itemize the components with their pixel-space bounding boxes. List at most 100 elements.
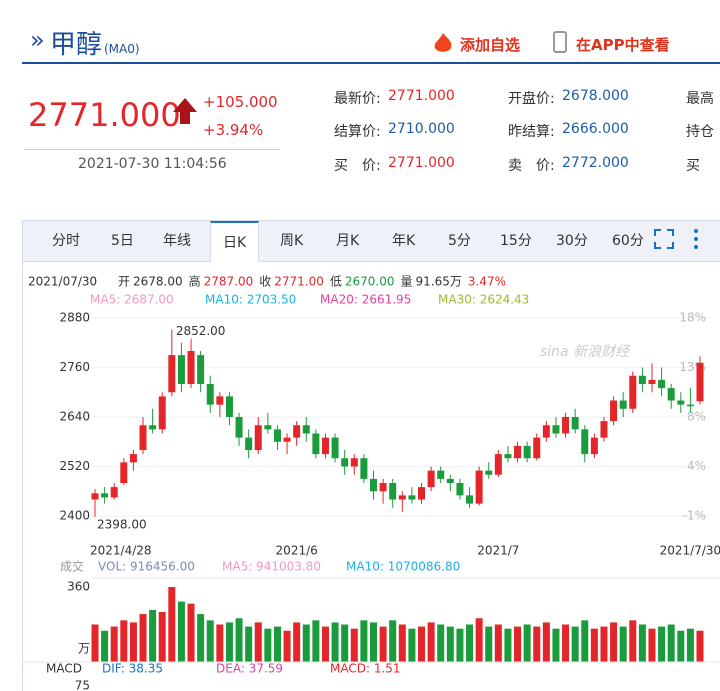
volume-bar bbox=[542, 622, 550, 662]
candle-body bbox=[552, 425, 560, 434]
fire-icon bbox=[430, 32, 456, 54]
tab[interactable]: 5分 bbox=[448, 233, 471, 249]
candle-body bbox=[437, 470, 445, 479]
more-icon[interactable] bbox=[692, 228, 700, 250]
field-value: 2666.000 bbox=[562, 121, 629, 137]
title-arrow: » bbox=[30, 26, 45, 54]
pct-label: 4% bbox=[687, 459, 706, 473]
candle-body bbox=[456, 483, 464, 496]
x-tick-label: 2021/4/28 bbox=[90, 544, 152, 558]
volume-bar bbox=[648, 628, 656, 662]
candle-body bbox=[408, 495, 416, 500]
kline-chart: 2021/07/30 开 2678.00 高 2787.00 收 2771.00 低 2670.… bbox=[22, 274, 720, 691]
volume-bar bbox=[552, 628, 560, 662]
tab[interactable]: 年线 bbox=[163, 233, 191, 249]
volume-bar bbox=[216, 624, 224, 662]
high-annotation: 2852.00 bbox=[176, 324, 226, 338]
candle-body bbox=[533, 437, 541, 459]
volume-bar bbox=[350, 628, 358, 662]
tab[interactable]: 年K bbox=[392, 233, 416, 249]
candle-body bbox=[562, 417, 570, 434]
tab[interactable]: 5日 bbox=[111, 233, 134, 249]
candle-body bbox=[312, 433, 320, 455]
candle-body bbox=[350, 458, 358, 467]
volume-bar bbox=[446, 626, 454, 662]
volume-bar bbox=[283, 630, 291, 662]
up-arrow bbox=[172, 96, 198, 126]
tab[interactable]: 60分 bbox=[612, 233, 644, 249]
field-label: 卖 价: bbox=[508, 158, 555, 174]
candle-body bbox=[485, 470, 493, 475]
tab[interactable]: 分时 bbox=[52, 233, 80, 249]
low-annotation: 2398.00 bbox=[97, 517, 147, 531]
candle-body bbox=[273, 429, 281, 442]
volume-bar bbox=[293, 622, 301, 662]
tab[interactable]: 日K bbox=[210, 221, 260, 262]
volume-bar bbox=[389, 620, 397, 662]
x-tick-label: 2021/7/30 bbox=[660, 544, 720, 558]
field-label: 持仓 bbox=[686, 124, 714, 140]
y-tick-label: 2520 bbox=[59, 459, 90, 473]
y-tick-label: 2400 bbox=[59, 509, 90, 523]
volume-bar bbox=[610, 622, 618, 662]
y-tick-label: 2640 bbox=[59, 410, 90, 424]
macd-label: MACD bbox=[46, 662, 82, 676]
macd-legend: DIF: 38.35 bbox=[102, 662, 163, 676]
volume-bar bbox=[485, 626, 493, 662]
candle-body bbox=[677, 400, 685, 405]
volume-bar bbox=[91, 624, 99, 662]
volume-bar bbox=[273, 626, 281, 662]
volume-bar bbox=[638, 624, 646, 662]
candle-body bbox=[168, 355, 176, 393]
volume-bar bbox=[312, 620, 320, 662]
change: +105.000 bbox=[203, 93, 278, 111]
volume-bar bbox=[331, 622, 339, 662]
volume-bar bbox=[686, 628, 694, 662]
candle-body bbox=[475, 470, 483, 504]
view-in-app[interactable]: 在APP中查看 bbox=[576, 36, 670, 54]
fullscreen-icon[interactable] bbox=[654, 229, 674, 249]
candle-body bbox=[321, 437, 329, 455]
volume-bar bbox=[427, 622, 435, 662]
add-watchlist[interactable]: 添加自选 bbox=[460, 36, 521, 54]
volume-bar bbox=[581, 620, 589, 662]
volume-bar bbox=[139, 614, 147, 662]
tab[interactable]: 15分 bbox=[500, 233, 532, 249]
header-rule bbox=[22, 62, 720, 64]
volume-bar bbox=[437, 624, 445, 662]
volume-bar bbox=[168, 587, 176, 662]
candle-body bbox=[139, 425, 147, 450]
field-label: 昨结算: bbox=[508, 124, 555, 140]
volume-bar bbox=[408, 628, 416, 662]
info-label: 量 bbox=[401, 275, 413, 289]
volume-legend: MA10: 1070086.80 bbox=[346, 560, 460, 574]
volume-bar bbox=[466, 624, 474, 662]
field-label: 最新价: bbox=[334, 91, 381, 107]
volume-bar bbox=[321, 626, 329, 662]
tab[interactable]: 30分 bbox=[556, 233, 588, 249]
tab[interactable]: 月K bbox=[336, 233, 360, 249]
field-label: 结算价: bbox=[334, 124, 381, 140]
candle-body bbox=[648, 379, 656, 384]
tab[interactable]: 周K bbox=[280, 233, 304, 249]
volume-tick: 360 bbox=[67, 580, 90, 594]
pct-label: 8% bbox=[687, 410, 706, 424]
change-percent: +3.94% bbox=[203, 121, 264, 139]
info-value: 2787.00 bbox=[204, 275, 254, 289]
volume-bar bbox=[494, 624, 502, 662]
candle-body bbox=[638, 375, 646, 384]
volume-bar bbox=[177, 601, 185, 662]
volume-bar bbox=[475, 618, 483, 662]
candle-body bbox=[235, 417, 243, 438]
quote-rule bbox=[24, 149, 280, 150]
volume-bar bbox=[110, 626, 118, 662]
candle-body bbox=[379, 483, 387, 492]
info-value: 2771.00 bbox=[274, 275, 324, 289]
candle-body bbox=[667, 388, 675, 401]
field-label: 开盘价: bbox=[508, 91, 555, 107]
volume-bar bbox=[629, 620, 637, 662]
volume-unit: 万 bbox=[78, 642, 90, 656]
volume-bar bbox=[369, 622, 377, 662]
volume-bar bbox=[677, 630, 685, 662]
